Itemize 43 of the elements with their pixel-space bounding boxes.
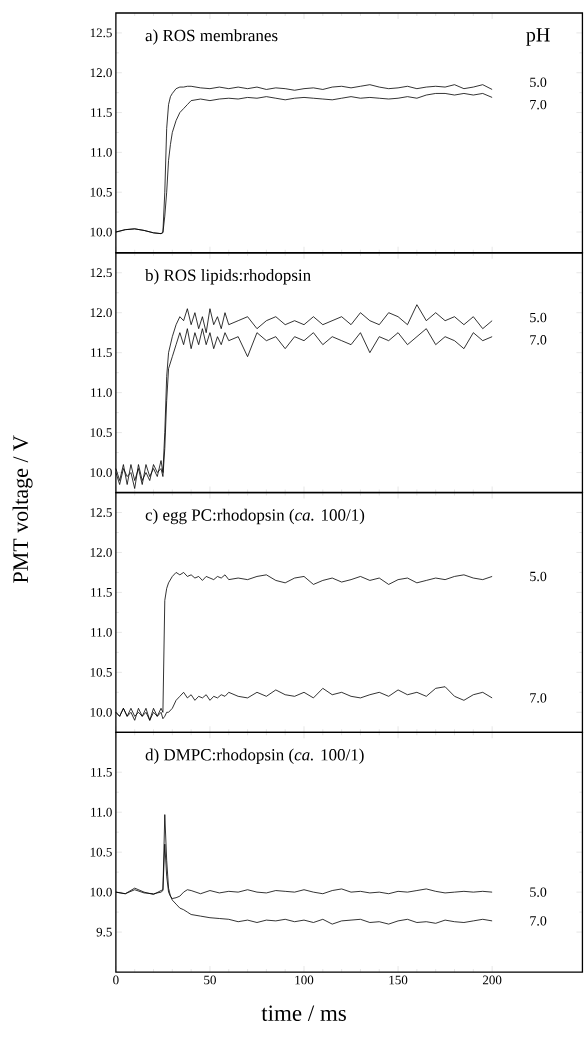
- x-axis-title: time / ms: [261, 1005, 346, 1021]
- text: 5.0: [529, 887, 547, 897]
- x-tick-label: 100: [295, 975, 314, 985]
- y-tick-label: 11.0: [91, 627, 112, 637]
- text: d) DMPC:rhodopsin (ca. 100/1): [145, 748, 364, 764]
- y-tick-label: 12.5: [90, 508, 112, 517]
- y-tick-label: 12.5: [90, 28, 112, 38]
- y-tick-label: 11.0: [91, 807, 112, 817]
- text: 5.0: [529, 77, 547, 88]
- text: 7.0: [530, 693, 547, 703]
- text: 7.0: [530, 99, 547, 110]
- text: 5.0: [529, 571, 547, 582]
- text: c) egg PC:rhodopsin (ca. 100/1): [145, 508, 364, 525]
- y-tick-label: 10.5: [90, 428, 112, 437]
- text: 5.0: [529, 312, 547, 323]
- y-tick-label: 11.5: [91, 588, 112, 597]
- y-tick-label: 11.0: [91, 388, 112, 398]
- y-tick-label: 12.0: [90, 68, 112, 78]
- text: b) ROS lipids:rhodopsin: [144, 269, 311, 285]
- y-tick-label: 11.0: [91, 147, 112, 157]
- x-tick-label: 200: [482, 975, 502, 985]
- x-tick-label: 50: [204, 975, 216, 985]
- text: a) ROS membranes: [145, 29, 278, 45]
- y-tick-label: 12.5: [90, 268, 112, 278]
- y-tick-label: 10.0: [90, 227, 112, 237]
- y-tick-label: 10.0: [90, 468, 112, 477]
- y-tick-label: 12.0: [90, 308, 112, 318]
- y-tick-label: 10.0: [90, 707, 112, 717]
- text: 7.0: [530, 335, 547, 345]
- y-tick-label: 10.5: [90, 667, 112, 677]
- y-axis-title: PMT voltage / V: [12, 435, 33, 583]
- x-tick-label: 0: [112, 975, 119, 985]
- y-tick-label: 10.0: [90, 887, 112, 897]
- y-tick-label: 10.5: [90, 847, 112, 857]
- y-tick-label: 11.5: [91, 348, 112, 358]
- legend-title: pH: [526, 28, 550, 46]
- y-tick-label: 11.5: [91, 108, 112, 117]
- text: 7.0: [530, 916, 547, 926]
- y-tick-label: 12.0: [90, 548, 112, 557]
- y-tick-label: 11.5: [91, 767, 112, 777]
- x-tick-label: 150: [389, 975, 408, 985]
- y-tick-label: 9.5: [96, 927, 112, 937]
- y-tick-label: 10.5: [90, 187, 112, 197]
